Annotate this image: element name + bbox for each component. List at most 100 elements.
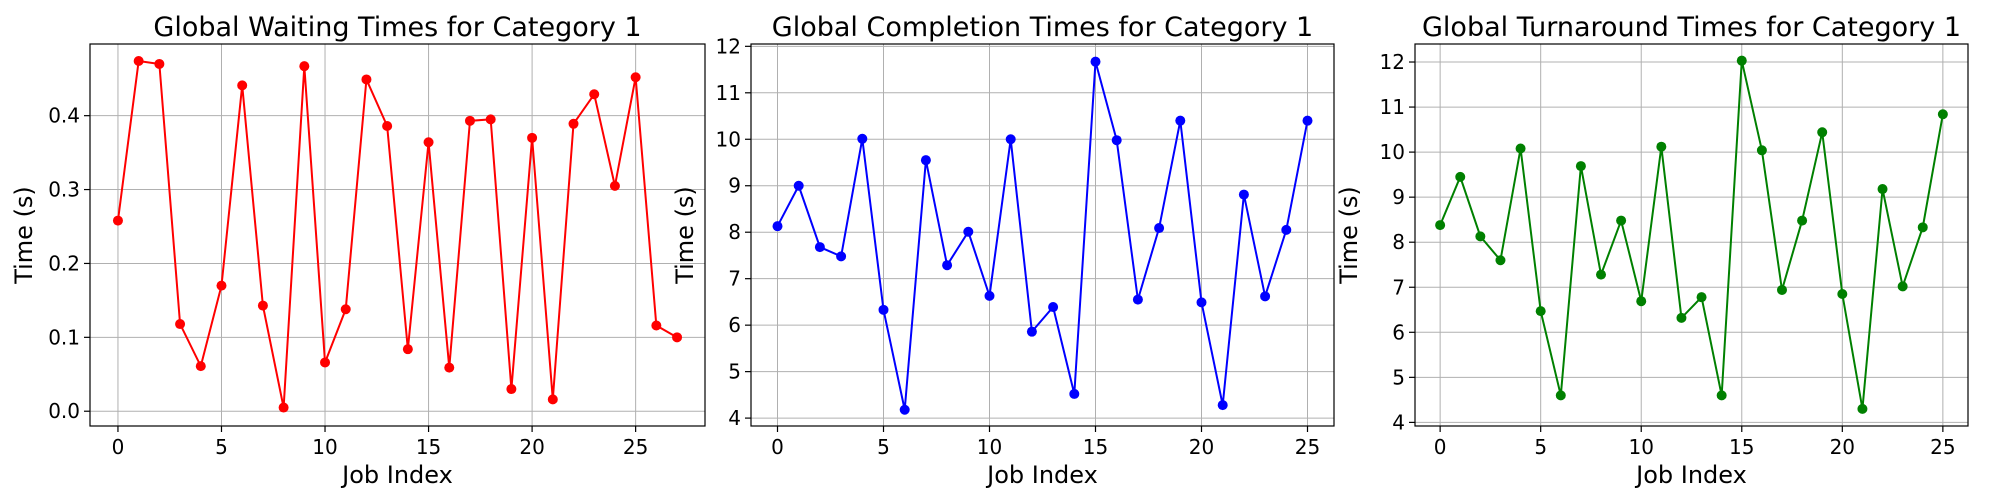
chart-title: Global Waiting Times for Category 1 — [153, 12, 641, 43]
data-point — [1877, 184, 1888, 195]
data-point — [485, 114, 496, 125]
data-point — [237, 80, 248, 91]
subplot-waiting: 0 5 10 15 20 25 0.0 0.1 0.2 0.3 0.4 Global Waiting … — [10, 12, 706, 489]
data-point — [1736, 55, 1747, 66]
y-axis-label: Time (s) — [671, 186, 699, 285]
data-point — [1238, 189, 1249, 200]
data-point — [257, 300, 268, 311]
data-point — [154, 58, 165, 69]
data-point — [1217, 400, 1228, 411]
series-line — [1439, 60, 1944, 410]
x-tick-label: 10 — [312, 435, 337, 459]
y-tick-label: 10 — [716, 127, 741, 151]
data-point — [1302, 115, 1313, 126]
y-tick-label: 10 — [1380, 140, 1405, 164]
data-point — [1756, 145, 1767, 156]
data-point — [568, 118, 579, 129]
x-tick-label: 0 — [112, 435, 125, 459]
plot-frame — [1414, 43, 1969, 427]
data-point — [878, 304, 889, 315]
y-tick-label: 4 — [1392, 410, 1405, 434]
data-point — [1026, 326, 1037, 337]
data-point — [942, 260, 953, 271]
data-point — [1495, 255, 1506, 266]
y-tick-label: 0.0 — [48, 399, 80, 423]
y-tick-label: 5 — [1392, 365, 1405, 389]
data-point — [1616, 215, 1627, 226]
data-point — [1069, 388, 1080, 399]
series-line — [776, 61, 1309, 410]
data-point — [1857, 403, 1868, 414]
data-point — [1175, 115, 1186, 126]
data-point — [609, 180, 620, 191]
data-point — [1716, 390, 1727, 401]
y-tick-label: 8 — [728, 220, 741, 244]
x-tick-label: 15 — [1083, 435, 1108, 459]
data-point — [1196, 297, 1207, 308]
y-tick-label: 6 — [728, 313, 741, 337]
data-point — [1111, 135, 1122, 146]
data-point — [963, 226, 974, 237]
data-point — [1154, 223, 1165, 234]
subplot-completion: 0 5 10 15 20 25 4 5 6 7 8 9 10 11 12 Global Completion … — [671, 12, 1335, 489]
chart-title: Global Completion Times for Category 1 — [772, 12, 1313, 43]
x-tick-label: 20 — [1830, 435, 1855, 459]
x-tick-label: 5 — [215, 435, 228, 459]
data-point — [195, 361, 206, 372]
y-tick-label: 11 — [1380, 95, 1405, 119]
data-point — [651, 320, 662, 331]
y-tick-label: 7 — [728, 267, 741, 291]
data-point — [1281, 224, 1292, 235]
data-point — [1005, 134, 1016, 145]
data-point — [527, 132, 538, 143]
x-tick-label: 20 — [519, 435, 544, 459]
data-point — [1475, 231, 1486, 242]
y-tick-label: 9 — [1392, 185, 1405, 209]
data-point — [361, 74, 372, 85]
y-axis-label: Time (s) — [10, 186, 38, 285]
data-point — [1837, 289, 1848, 300]
data-point — [320, 357, 331, 368]
data-point — [1555, 390, 1566, 401]
y-axis-label: Time (s) — [1335, 186, 1363, 285]
y-tick-label: 5 — [728, 360, 741, 384]
data-point — [1048, 302, 1059, 313]
data-point — [1917, 222, 1928, 233]
data-point — [1656, 141, 1667, 152]
data-point — [464, 115, 475, 126]
data-point — [1435, 220, 1446, 231]
series-line — [116, 59, 678, 408]
data-point — [547, 394, 558, 405]
y-tick-label: 7 — [1392, 275, 1405, 299]
x-tick-label: 25 — [1295, 435, 1320, 459]
data-point — [444, 362, 455, 373]
data-point — [133, 55, 144, 66]
x-tick-label: 0 — [1434, 435, 1447, 459]
x-tick-label: 25 — [1930, 435, 1955, 459]
data-point — [1897, 281, 1908, 292]
data-point — [278, 402, 289, 413]
data-point — [1535, 306, 1546, 317]
y-tick-label: 12 — [1380, 50, 1405, 74]
x-tick-label: 5 — [877, 435, 890, 459]
data-point — [1515, 143, 1526, 154]
data-point — [1260, 291, 1271, 302]
x-tick-label: 10 — [977, 435, 1002, 459]
data-point — [814, 242, 825, 253]
data-point — [382, 121, 393, 132]
y-tick-label: 0.2 — [48, 251, 80, 275]
y-tick-label: 0.1 — [48, 325, 80, 349]
x-tick-label: 5 — [1534, 435, 1547, 459]
data-point — [1676, 312, 1687, 323]
data-point — [630, 72, 641, 83]
x-tick-label: 25 — [623, 435, 648, 459]
data-point — [1575, 161, 1586, 172]
subplot-turnaround: 0 5 10 15 20 25 4 5 6 7 8 9 10 11 12 Global Turnaround … — [1335, 12, 1969, 489]
data-point — [984, 290, 995, 301]
data-point — [423, 137, 434, 148]
data-point — [175, 319, 186, 330]
data-point — [857, 133, 868, 144]
data-point — [1636, 296, 1647, 307]
data-point — [1455, 171, 1466, 182]
